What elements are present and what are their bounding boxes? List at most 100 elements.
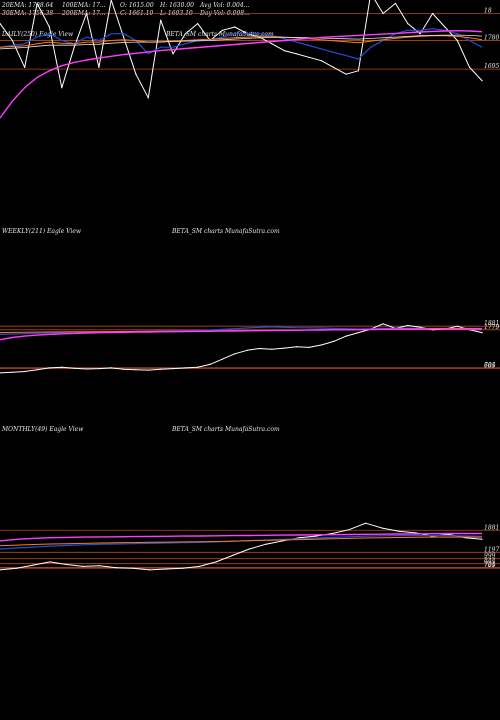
price-point [320, 60, 322, 62]
price-point [98, 66, 100, 68]
price-point [296, 53, 298, 55]
price-point [315, 535, 317, 537]
price-point [135, 369, 137, 371]
price-point [469, 66, 471, 68]
price-point [444, 26, 446, 28]
price-point [24, 66, 26, 68]
price-point [32, 564, 34, 566]
price-point [246, 349, 248, 351]
price-point [197, 23, 199, 25]
price-point [182, 567, 184, 569]
price-point [110, 0, 112, 1]
stat-ema100: 100EMA: 17... [62, 2, 106, 9]
price-point [221, 29, 224, 31]
price-point [198, 565, 200, 568]
y-tick-label: 704 [484, 362, 496, 369]
price-point [85, 12, 88, 15]
price-point [248, 548, 250, 550]
price-point [432, 12, 434, 15]
price-point [215, 561, 217, 563]
price-point [132, 567, 134, 569]
price-point [110, 367, 112, 369]
y-tick-label: 685 [484, 362, 496, 369]
series-line-price [0, 0, 483, 99]
price-point [48, 26, 51, 28]
price-point [123, 36, 125, 38]
series-line-ma-long [0, 30, 483, 119]
series-line-ema-fast [0, 28, 483, 60]
price-point [209, 363, 211, 365]
price-point [172, 53, 174, 55]
price-point [234, 26, 236, 28]
price-point [271, 43, 273, 45]
price-point [382, 323, 384, 325]
price-point [258, 347, 261, 350]
price-point [381, 527, 383, 529]
price-point [298, 537, 300, 539]
series-line-price [0, 323, 483, 374]
y-tick-label: 1881 [484, 320, 499, 327]
price-point [36, 2, 38, 4]
y-tick-label: 1881 [484, 524, 499, 531]
price-point [481, 80, 483, 82]
daily-title: DAILY(250) Eagle View [1, 31, 74, 38]
price-point [36, 369, 38, 371]
series-line-ema-slow [0, 34, 483, 50]
price-point [382, 12, 384, 15]
price-point [345, 335, 347, 337]
monthly-panel: MONTHLY(49) Eagle View BETA_SM charts Mu… [0, 426, 500, 571]
price-point [296, 346, 298, 348]
price-point [308, 56, 310, 58]
price-point [135, 73, 137, 75]
daily-watermark: BETA_SM charts MunafaSutra.com [165, 31, 274, 38]
price-point [331, 532, 333, 535]
y-tick-label: 724 [484, 562, 496, 569]
price-point [172, 368, 174, 370]
y-tick-label: 705 [484, 562, 496, 569]
y-tick-label: 1197 [484, 546, 499, 553]
price-point [197, 366, 199, 368]
price-point [407, 324, 409, 327]
price-point [184, 367, 186, 369]
price-point [283, 50, 285, 52]
price-point [11, 371, 13, 373]
monthly-watermark: BETA_SM charts MunafaSutra.com [171, 426, 280, 433]
price-point [357, 332, 359, 334]
price-point [65, 563, 68, 566]
price-point [481, 538, 483, 540]
series-line-ma-long [0, 327, 483, 341]
price-point [407, 23, 409, 25]
price-point [232, 554, 234, 557]
price-point [234, 353, 236, 355]
price-point [73, 46, 75, 48]
price-point [49, 561, 51, 563]
y-tick-label: 1779 [484, 324, 499, 331]
price-point [184, 33, 186, 35]
y-tick-label: 18 [484, 7, 492, 14]
series-line-price [0, 522, 483, 571]
price-point [394, 2, 397, 4]
series-line-ema-mid [0, 35, 483, 48]
price-point [221, 358, 224, 360]
y-tick-label: 1695 [484, 63, 499, 70]
monthly-title: MONTHLY(49) Eagle View [1, 426, 84, 433]
price-point [333, 66, 335, 68]
price-point [147, 369, 149, 371]
price-point [308, 346, 310, 348]
price-point [265, 543, 267, 545]
price-point [82, 565, 84, 568]
y-tick-label: 1780 [484, 34, 499, 41]
weekly-title: WEEKLY(211) Eagle View [2, 228, 82, 235]
price-point [398, 530, 400, 532]
price-point [160, 368, 162, 370]
price-point [419, 33, 421, 35]
y-tick-label: 844 [484, 558, 496, 565]
price-point [149, 569, 151, 571]
price-point [456, 39, 458, 42]
price-point [333, 340, 335, 342]
price-point [61, 366, 63, 368]
stats-header: 20EMA: 1798.64 100EMA: 17... O: 1615.00 … [1, 2, 250, 17]
price-point [419, 326, 421, 328]
price-point [123, 368, 125, 370]
price-point [16, 567, 18, 569]
